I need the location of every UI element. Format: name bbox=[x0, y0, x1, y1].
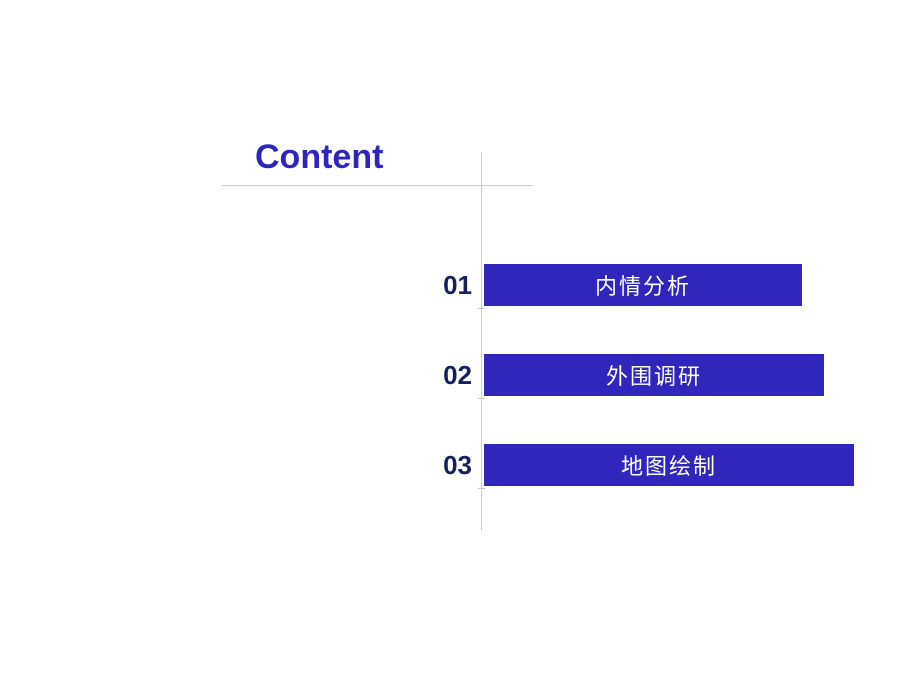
row-bar: 内情分析 bbox=[484, 264, 802, 306]
row-number: 03 bbox=[428, 450, 472, 481]
tick-mark bbox=[478, 398, 485, 399]
row-bar: 外围调研 bbox=[484, 354, 824, 396]
tick-mark bbox=[478, 308, 485, 309]
row-number: 01 bbox=[428, 270, 472, 301]
row-bar: 地图绘制 bbox=[484, 444, 854, 486]
row-label: 外围调研 bbox=[606, 359, 702, 391]
content-row: 02 外围调研 bbox=[428, 354, 824, 396]
row-number: 02 bbox=[428, 360, 472, 391]
page-title: Content bbox=[255, 138, 383, 177]
content-row: 03 地图绘制 bbox=[428, 444, 854, 486]
horizontal-divider bbox=[222, 185, 532, 186]
tick-mark bbox=[478, 488, 485, 489]
row-label: 内情分析 bbox=[595, 269, 691, 301]
content-row: 01 内情分析 bbox=[428, 264, 802, 306]
row-label: 地图绘制 bbox=[621, 449, 717, 481]
